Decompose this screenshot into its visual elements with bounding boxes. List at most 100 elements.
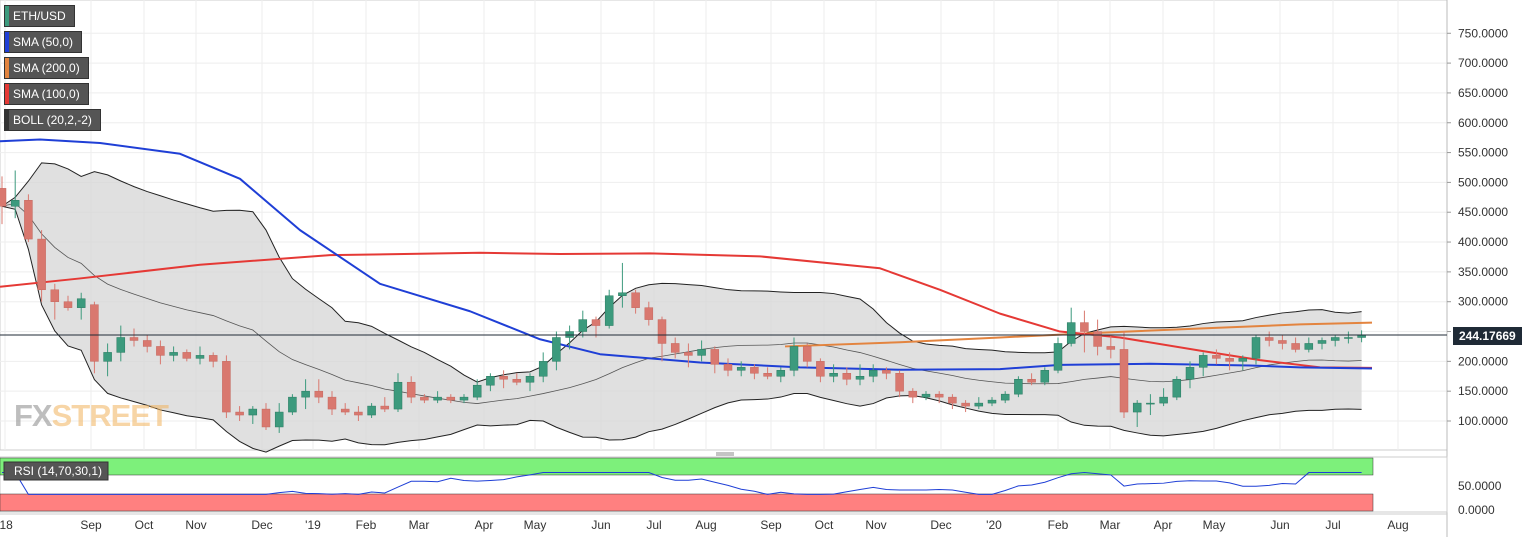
candle [552, 331, 561, 371]
time-tick-label: Jul [646, 518, 661, 532]
candle [354, 406, 363, 421]
candle [644, 301, 654, 326]
candle [1066, 307, 1076, 347]
time-tick-label: Apr [475, 518, 494, 532]
legend-item[interactable]: SMA (50,0) [4, 31, 83, 53]
candle [486, 373, 495, 392]
candle [525, 373, 535, 392]
time-tick-label: Aug [695, 518, 716, 532]
legend-label: SMA (100,0) [13, 87, 80, 101]
time-tick-label: Apr [1154, 518, 1173, 532]
price-tick-label: 700.0000 [1458, 56, 1508, 70]
price-tick-label: 100.0000 [1458, 414, 1508, 428]
candle [670, 337, 680, 359]
candle [934, 391, 944, 404]
candle [0, 176, 7, 225]
candle [921, 391, 931, 401]
sma-50-line [0, 138, 1373, 371]
legend-swatch [5, 110, 9, 130]
price-tick-label: 200.0000 [1458, 354, 1508, 368]
rsi-tick-label: 50.0000 [1458, 479, 1502, 493]
legend-swatch [5, 84, 9, 104]
candle [50, 283, 60, 320]
candle [1040, 367, 1050, 386]
candle [169, 346, 178, 362]
candle [314, 379, 324, 404]
candle [1330, 334, 1340, 347]
candle [789, 337, 799, 377]
candle [327, 391, 337, 416]
legend-item[interactable]: ETH/USD [4, 5, 75, 27]
candle [723, 358, 733, 377]
candles [0, 170, 1447, 433]
candle [512, 373, 522, 386]
candle [618, 262, 627, 308]
candle [1159, 388, 1168, 407]
time-tick-label: Feb [356, 518, 377, 532]
candle [868, 364, 878, 383]
time-tick-label: '20 [986, 518, 1002, 532]
candle [1053, 337, 1063, 374]
candle [816, 358, 825, 383]
sma-100-line [0, 251, 1373, 369]
time-axis[interactable]: '18 Sep Oct Nov Dec '19 Feb Mar Apr May Jun Jul Aug S… [0, 513, 1447, 532]
candle [1080, 310, 1089, 353]
candle [1185, 361, 1195, 389]
candle [987, 397, 997, 407]
candle [948, 394, 957, 410]
candle [420, 394, 429, 404]
candle [182, 349, 192, 362]
legend-swatch [5, 58, 9, 78]
candle [472, 379, 482, 401]
time-tick-label: Sep [760, 518, 782, 532]
current-price-tag: 244.17669 [1453, 327, 1522, 345]
bollinger-upper [1, 162, 1362, 383]
time-tick-label: Oct [815, 518, 834, 532]
time-tick-label: Dec [930, 518, 951, 532]
legend-item[interactable]: SMA (200,0) [4, 57, 89, 79]
legend-label: SMA (50,0) [13, 35, 74, 49]
candle [1119, 331, 1129, 419]
fxstreet-logo: FXSTREET [14, 398, 169, 433]
candle [1198, 352, 1208, 377]
candle [750, 364, 759, 380]
price-tick-label: 300.0000 [1458, 295, 1508, 309]
candle [274, 403, 284, 433]
candle [261, 403, 271, 430]
candle [763, 367, 772, 380]
legend-label: SMA (200,0) [13, 61, 80, 75]
candle [895, 370, 904, 398]
candle [235, 406, 244, 421]
candle [10, 170, 20, 219]
bollinger-mid [1, 202, 1362, 404]
time-tick-label: Mar [1100, 518, 1121, 532]
candle [908, 388, 918, 404]
legend-item[interactable]: SMA (100,0) [4, 83, 89, 105]
candle [591, 316, 601, 338]
candle [116, 325, 126, 362]
candle [882, 367, 891, 380]
candle [1106, 334, 1116, 359]
candle [142, 334, 152, 353]
time-tick-label: '18 [0, 518, 13, 532]
legend-swatch [5, 6, 9, 26]
candle [1278, 334, 1287, 350]
time-tick-label: Sep [80, 518, 102, 532]
candle [1317, 337, 1327, 350]
time-tick-label: Nov [185, 518, 206, 532]
candle [90, 301, 99, 374]
legend-label: ETH/USD [13, 9, 66, 23]
candle [248, 406, 258, 424]
price-tick-label: 500.0000 [1458, 175, 1508, 189]
price-tick-label: 400.0000 [1458, 235, 1508, 249]
candle [288, 394, 297, 416]
price-tick-label: 150.0000 [1458, 384, 1508, 398]
bollinger-lower [1, 205, 1362, 453]
legend-swatch [5, 32, 9, 52]
candle [76, 292, 86, 320]
legend-item[interactable]: BOLL (20,2,-2) [4, 109, 101, 131]
time-tick-label: May [1203, 518, 1226, 532]
candle [1172, 376, 1182, 401]
price-axis[interactable]: 100.0000150.0000200.0000250.0000300.0000… [1447, 26, 1508, 428]
